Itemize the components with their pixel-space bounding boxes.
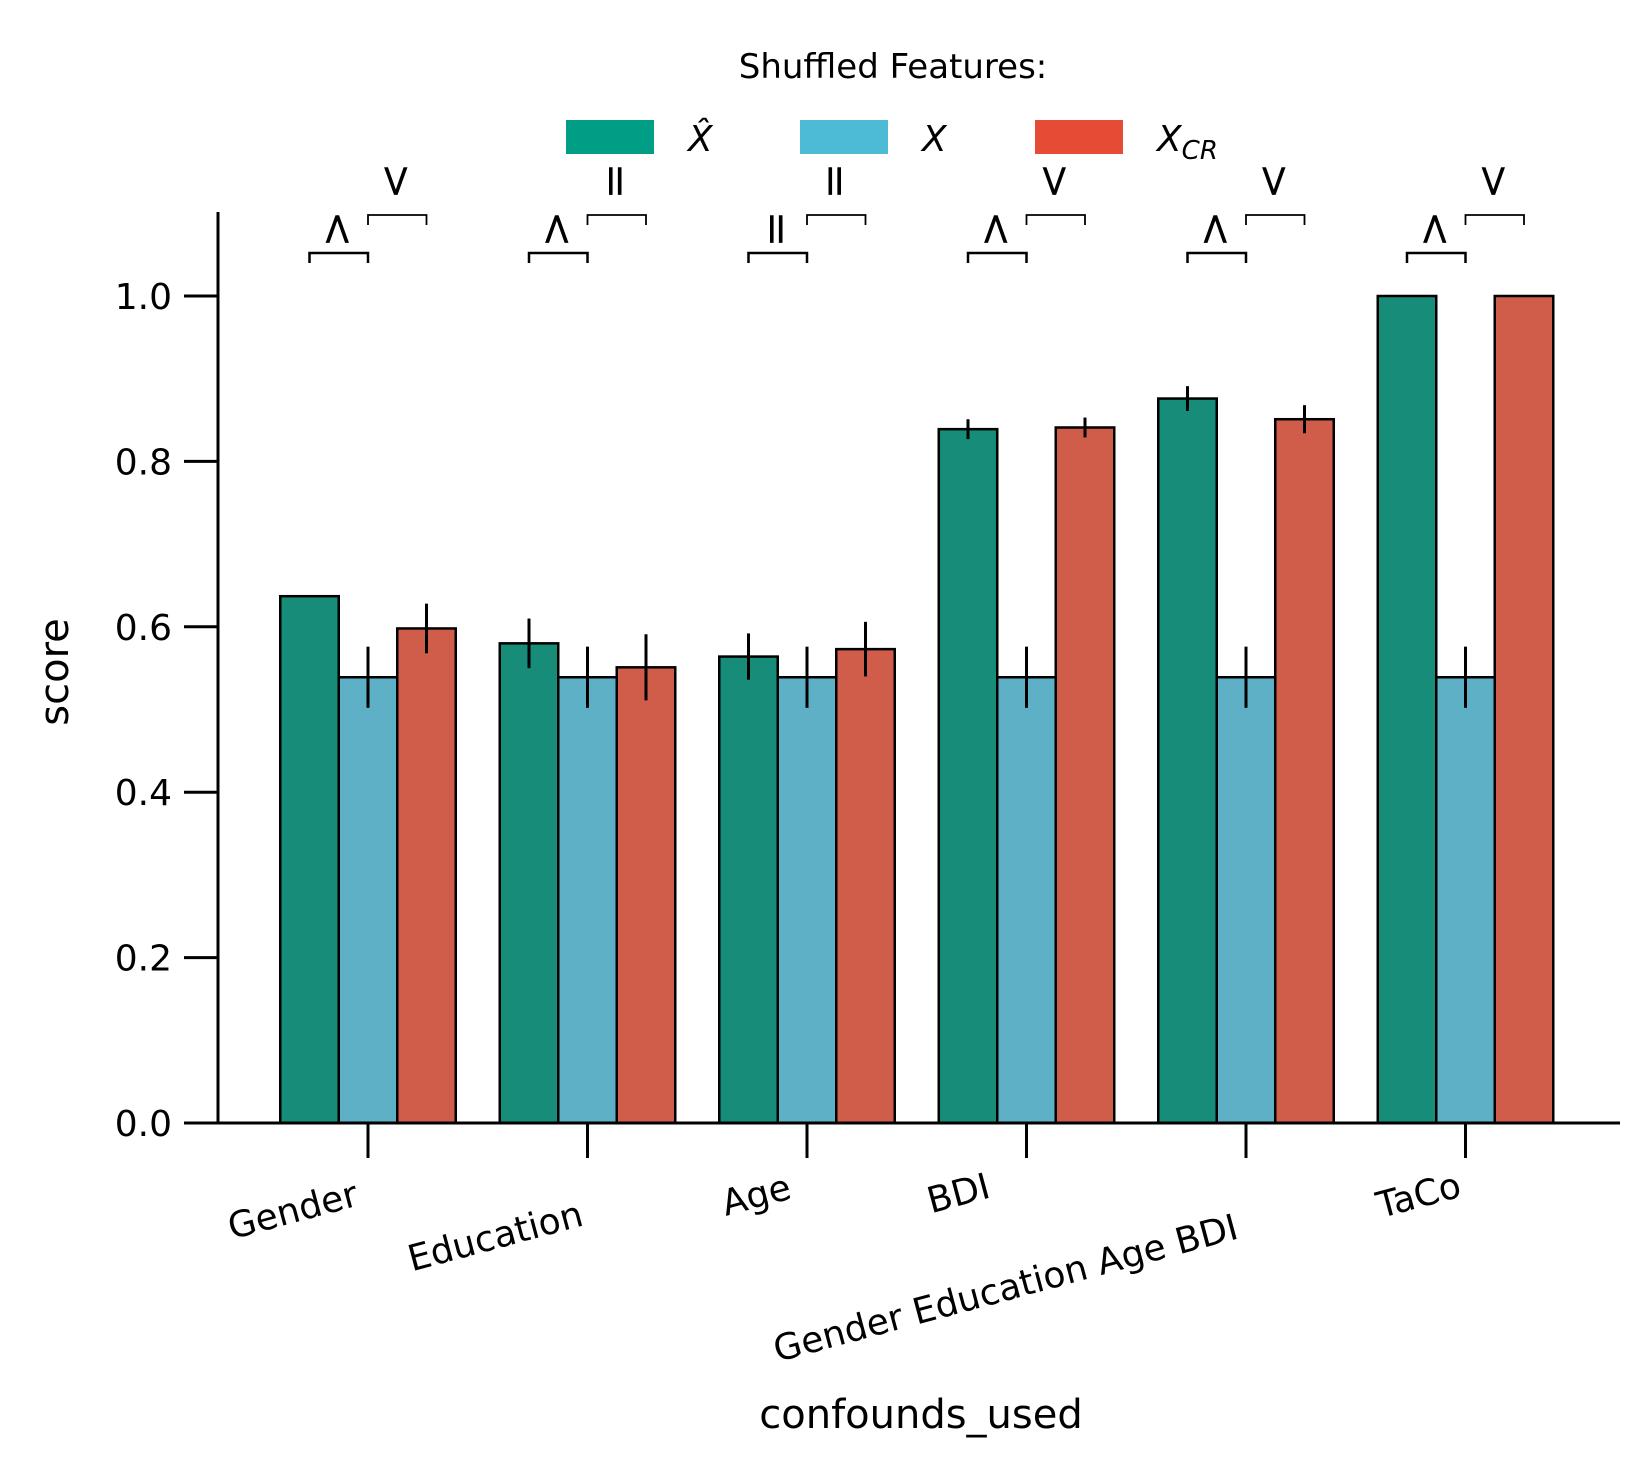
bracket-right-Gender Education Age BDI <box>1245 214 1306 225</box>
error-bars <box>366 386 1467 708</box>
comparison-left-Age: = <box>750 211 801 248</box>
comparison-left-Gender: > <box>311 211 362 248</box>
legend-swatch-0 <box>566 120 654 154</box>
legend-swatch-1 <box>800 120 888 154</box>
bar-X-Gender Education Age BDI <box>1215 675 1277 1125</box>
legend-swatch-2 <box>1035 120 1123 154</box>
legend-label-2: XCR <box>1155 119 1218 166</box>
bar-X̂-BDI <box>937 427 999 1125</box>
y-tick-label-0.6: 0.6 <box>115 608 172 649</box>
bar-X̂-TaCo <box>1376 294 1438 1125</box>
significance-annotations: ><>===><><>< <box>308 163 1525 263</box>
bracket-left-Education <box>527 251 589 263</box>
x-tick-label-Gender Education Age BDI: Gender Education Age BDI <box>769 1207 1242 1371</box>
comparison-left-Education: > <box>530 211 581 248</box>
comparison-right-TaCo: < <box>1467 163 1518 200</box>
bracket-left-Gender <box>308 251 370 263</box>
bar-X-BDI <box>996 675 1057 1125</box>
bar-X_CR-BDI <box>1054 426 1116 1125</box>
bracket-right-Gender <box>367 214 428 225</box>
x-tick-label-Gender: Gender <box>224 1174 363 1248</box>
bar-X̂-Education <box>498 642 560 1125</box>
bar-X̂-Age <box>718 655 779 1125</box>
y-tick-label-0.0: 0.0 <box>115 1104 172 1145</box>
bracket-left-BDI <box>966 251 1028 263</box>
bar-X-Education <box>557 675 618 1125</box>
y-tick-label-0.2: 0.2 <box>115 939 172 980</box>
legend-title: Shuffled Features: <box>739 47 1048 87</box>
bracket-right-Age <box>806 214 867 225</box>
bar-X_CR-Gender Education Age BDI <box>1274 417 1335 1125</box>
bar-X-TaCo <box>1435 675 1496 1125</box>
legend-label-subscript-2: CR <box>1182 136 1218 166</box>
comparison-left-TaCo: > <box>1408 211 1459 248</box>
comparison-right-Gender: < <box>369 163 420 200</box>
bracket-left-Age <box>747 251 809 263</box>
bar-X-Age <box>776 675 838 1125</box>
bracket-right-BDI <box>1025 214 1086 225</box>
bar-X̂-Gender Education Age BDI <box>1157 397 1218 1125</box>
x-tick-label-TaCo: TaCo <box>1371 1165 1465 1227</box>
comparison-right-Gender Education Age BDI: < <box>1247 163 1298 200</box>
legend-label-1: X <box>920 119 948 160</box>
bracket-left-TaCo <box>1405 251 1467 263</box>
bracket-right-TaCo <box>1464 214 1525 225</box>
x-axis-title: confounds_used <box>759 1392 1083 1438</box>
y-tick-label-0.4: 0.4 <box>115 773 172 814</box>
bar-X̂-Gender <box>279 594 340 1125</box>
y-axis-title: score <box>32 618 78 725</box>
comparison-right-Age: = <box>808 163 859 200</box>
comparison-left-BDI: > <box>969 211 1020 248</box>
bars <box>279 294 1555 1125</box>
bracket-right-Education <box>586 214 647 225</box>
comparison-right-BDI: < <box>1028 163 1079 200</box>
y-tick-label-1.0: 1.0 <box>115 277 172 318</box>
comparison-left-Gender Education Age BDI: > <box>1189 211 1240 248</box>
legend: Shuffled Features: X̂ X XCR <box>566 47 1218 166</box>
x-tick-label-Age: Age <box>717 1167 795 1225</box>
bar-X-Gender <box>337 675 399 1125</box>
x-tick-label-Education: Education <box>404 1194 588 1280</box>
bar-X_CR-Age <box>835 647 896 1125</box>
bar-X_CR-Education <box>615 666 677 1125</box>
bar-X_CR-TaCo <box>1493 294 1555 1125</box>
comparison-right-Education: = <box>589 163 640 200</box>
bracket-left-Gender Education Age BDI <box>1186 251 1248 263</box>
y-tick-label-0.8: 0.8 <box>115 442 172 483</box>
legend-label-0: X̂ <box>686 117 714 160</box>
bar-X_CR-Gender <box>396 627 457 1125</box>
x-tick-label-BDI: BDI <box>923 1166 995 1222</box>
